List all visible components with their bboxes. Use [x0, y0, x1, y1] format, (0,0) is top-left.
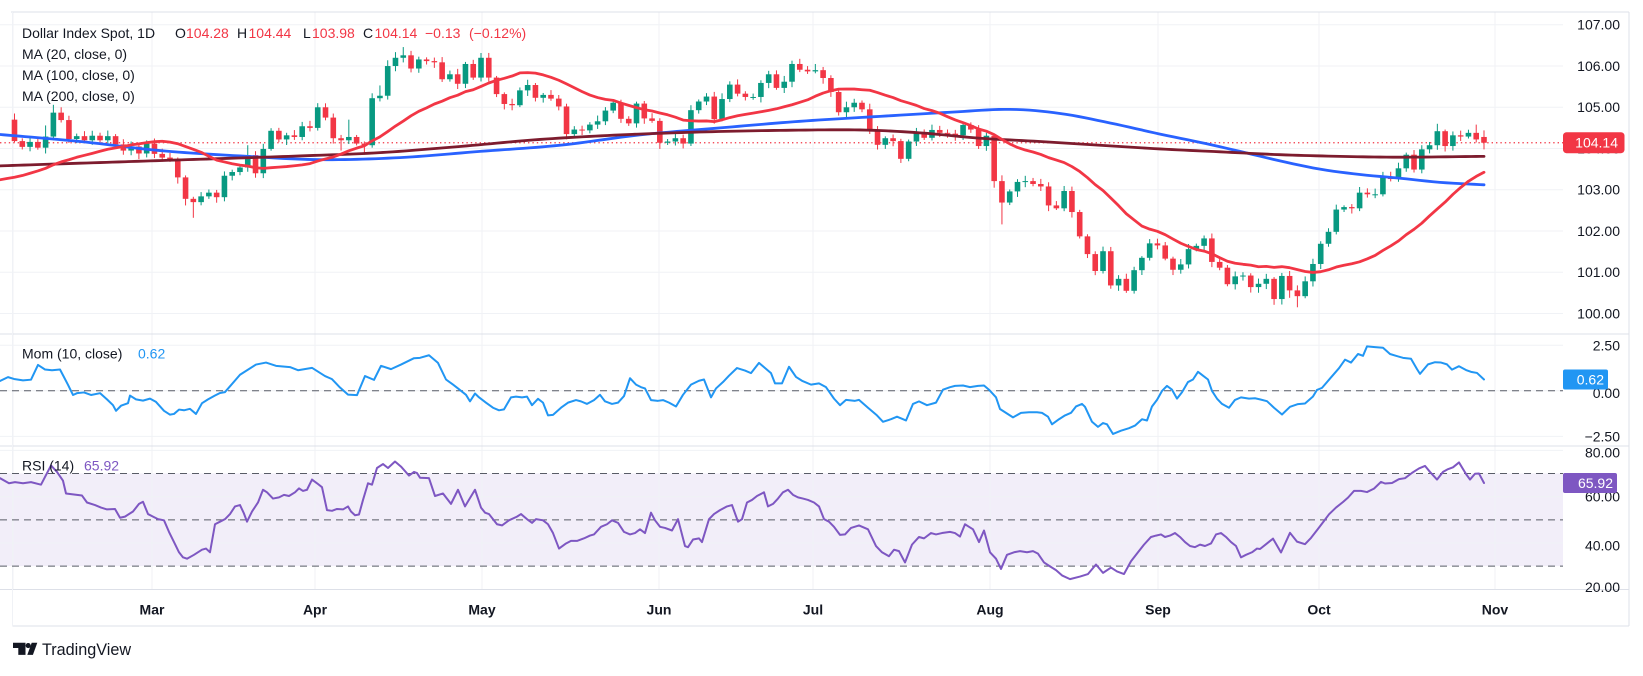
svg-text:Mom (10, close): Mom (10, close): [22, 345, 122, 361]
svg-text:0.62: 0.62: [1577, 371, 1604, 387]
svg-text:103.00: 103.00: [1577, 182, 1620, 198]
svg-text:80.00: 80.00: [1585, 444, 1620, 460]
svg-text:MA (200, close, 0): MA (200, close, 0): [22, 88, 135, 104]
svg-text:105.00: 105.00: [1577, 99, 1620, 115]
svg-text:104.14: 104.14: [375, 25, 418, 41]
svg-text:C: C: [363, 25, 373, 41]
svg-text:RSI (14): RSI (14): [22, 457, 74, 473]
svg-text:MA (100, close, 0): MA (100, close, 0): [22, 67, 135, 83]
svg-text:TradingView: TradingView: [42, 641, 131, 659]
svg-text:Mar: Mar: [140, 601, 165, 617]
svg-text:Dollar Index Spot, 1D: Dollar Index Spot, 1D: [22, 25, 155, 41]
svg-text:100.00: 100.00: [1577, 305, 1620, 321]
svg-text:Sep: Sep: [1145, 601, 1171, 617]
svg-text:Nov: Nov: [1482, 601, 1509, 617]
svg-text:2.50: 2.50: [1593, 338, 1620, 354]
svg-text:Aug: Aug: [976, 601, 1003, 617]
svg-text:103.98: 103.98: [312, 25, 355, 41]
svg-text:20.00: 20.00: [1585, 579, 1620, 595]
svg-text:104.44: 104.44: [249, 25, 292, 41]
svg-text:104.14: 104.14: [1575, 135, 1618, 151]
svg-text:Jun: Jun: [647, 601, 672, 617]
svg-text:H: H: [237, 25, 247, 41]
svg-text:104.28: 104.28: [186, 25, 229, 41]
svg-text:65.92: 65.92: [1578, 475, 1613, 491]
svg-text:0.62: 0.62: [138, 345, 165, 361]
svg-text:107.00: 107.00: [1577, 17, 1620, 33]
svg-text:Apr: Apr: [303, 601, 328, 617]
svg-text:MA (20, close, 0): MA (20, close, 0): [22, 46, 127, 62]
svg-text:102.00: 102.00: [1577, 223, 1620, 239]
svg-text:May: May: [468, 601, 495, 617]
svg-text:−2.50: −2.50: [1585, 428, 1621, 444]
svg-text:Jul: Jul: [803, 601, 823, 617]
svg-text:(−0.12%): (−0.12%): [469, 25, 526, 41]
svg-text:Oct: Oct: [1307, 601, 1331, 617]
svg-text:−0.13: −0.13: [425, 25, 461, 41]
svg-text:65.92: 65.92: [84, 457, 119, 473]
svg-text:L: L: [303, 25, 311, 41]
svg-text:106.00: 106.00: [1577, 58, 1620, 74]
svg-text:40.00: 40.00: [1585, 537, 1620, 553]
svg-text:O: O: [175, 25, 186, 41]
svg-text:101.00: 101.00: [1577, 264, 1620, 280]
